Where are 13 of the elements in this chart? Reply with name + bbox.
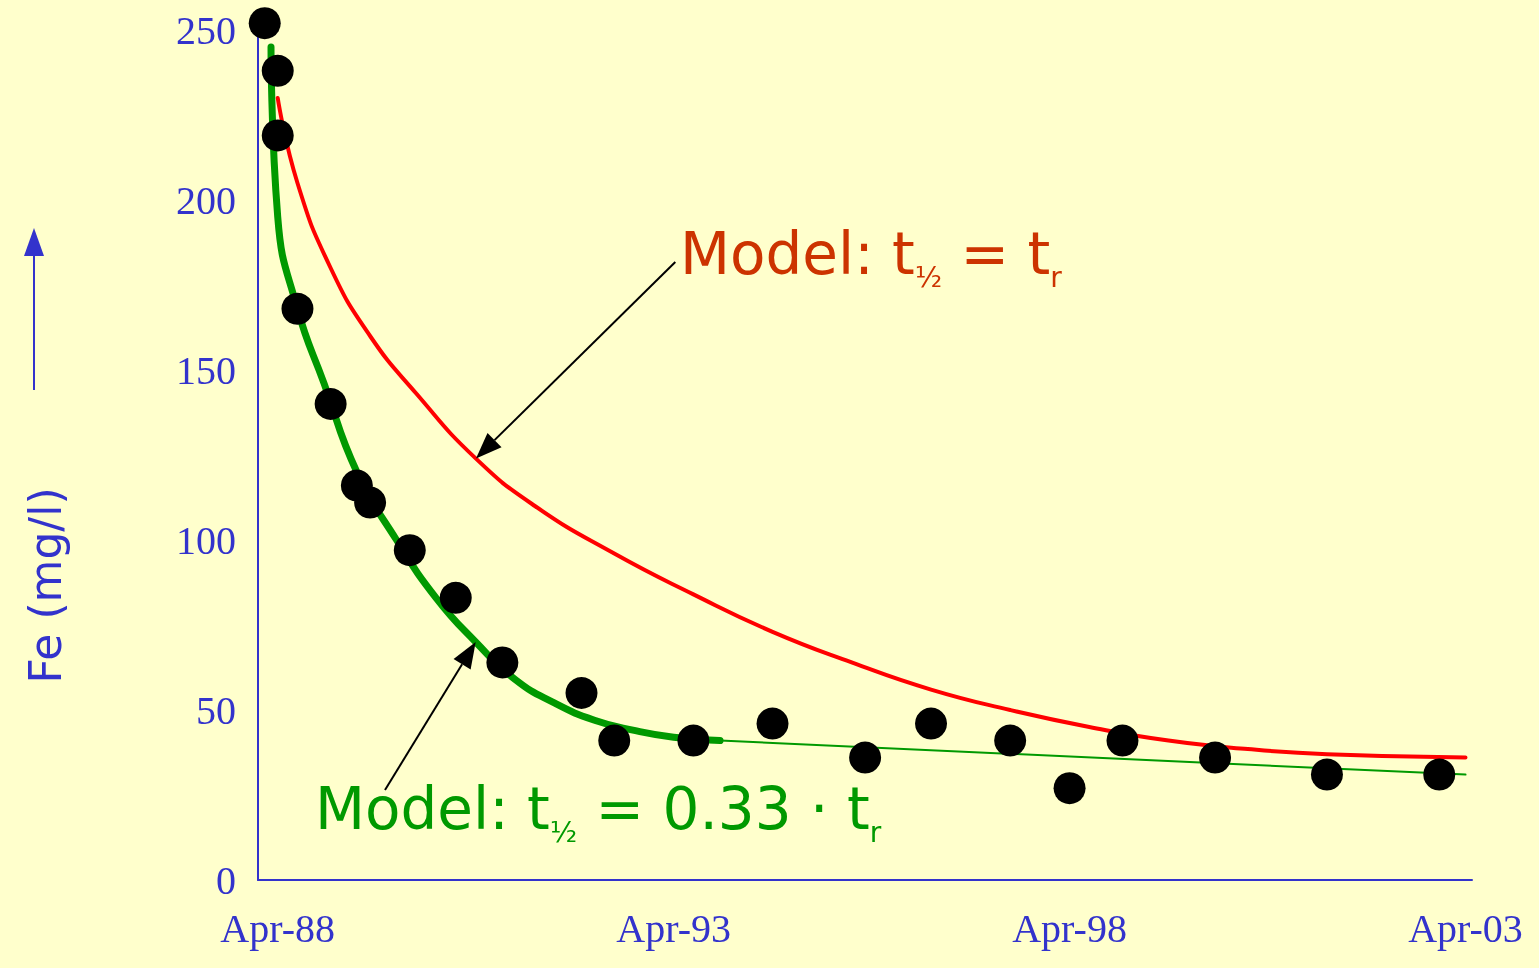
y-tick-label: 200: [176, 177, 236, 223]
x-tick-label: Apr-03: [1408, 905, 1523, 951]
x-tick-label: Apr-88: [220, 905, 336, 951]
x-tick-label: Apr-93: [616, 905, 732, 951]
y-axis-title: Fe (mg/l): [19, 486, 71, 684]
annotation: Model: t$_{½}$ = t$_{r}$: [680, 220, 1062, 294]
x-tick-label: Apr-98: [1012, 905, 1127, 951]
annotation: Model: t$_{½}$ = 0.33 · t$_{r}$: [315, 775, 882, 849]
y-tick-label: 250: [176, 7, 236, 53]
y-tick-label: 100: [176, 517, 236, 563]
y-tick-label: 150: [176, 347, 236, 393]
y-tick-label: 50: [196, 687, 236, 733]
y-tick-label: 0: [216, 857, 236, 903]
